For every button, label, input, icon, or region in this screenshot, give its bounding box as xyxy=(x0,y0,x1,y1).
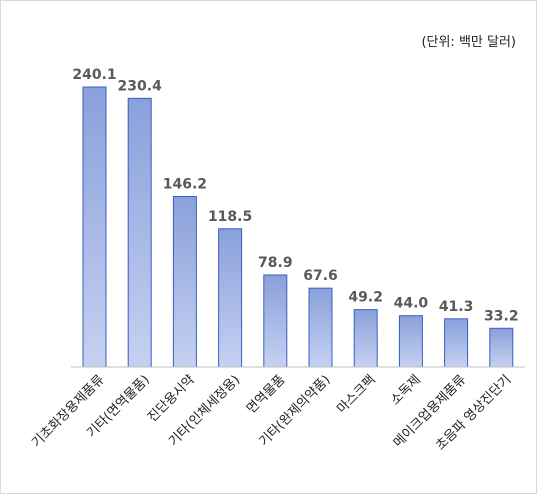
bar-5 xyxy=(263,274,288,368)
bar-2 xyxy=(127,97,152,368)
value-label-2: 230.4 xyxy=(118,78,163,94)
value-label-3: 146.2 xyxy=(163,177,207,193)
bar-10 xyxy=(489,327,514,368)
category-label-5: 면역물품 xyxy=(244,372,288,416)
bar-3 xyxy=(172,196,197,368)
bar-4 xyxy=(218,228,243,368)
value-label-8: 44.0 xyxy=(394,296,429,312)
bar-7 xyxy=(353,309,378,368)
value-label-4: 118.5 xyxy=(208,209,252,225)
category-label-7: 마스크팩 xyxy=(334,372,378,416)
value-label-1: 240.1 xyxy=(72,67,116,83)
unit-note: (단위: 백만 달러) xyxy=(421,35,516,50)
bar-9 xyxy=(444,318,469,368)
value-label-10: 33.2 xyxy=(484,308,519,324)
category-label-8: 소독제 xyxy=(388,372,424,408)
value-label-6: 67.6 xyxy=(303,268,338,284)
value-label-7: 49.2 xyxy=(348,290,383,306)
value-label-5: 78.9 xyxy=(258,255,293,271)
value-label-9: 41.3 xyxy=(439,299,474,315)
bar-8 xyxy=(398,315,423,368)
bar-1 xyxy=(82,86,107,368)
bar-6 xyxy=(308,287,333,368)
